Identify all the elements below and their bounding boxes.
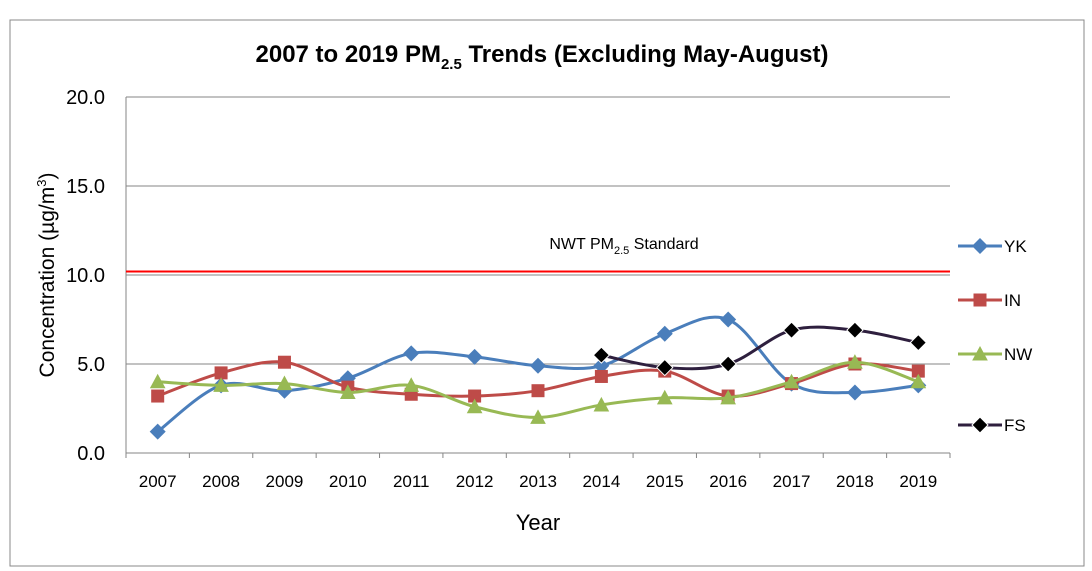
legend-marker bbox=[971, 416, 989, 434]
x-tick-label: 2017 bbox=[773, 472, 811, 491]
marker bbox=[594, 369, 608, 383]
marker bbox=[213, 377, 229, 392]
marker bbox=[846, 384, 863, 401]
legend-label: IN bbox=[1004, 291, 1021, 310]
y-axis-title-part: ) bbox=[36, 173, 59, 180]
marker bbox=[782, 321, 801, 339]
annotation-part: 2.5 bbox=[614, 245, 629, 257]
legend-label: YK bbox=[1004, 237, 1027, 256]
y-tick-label: 0.0 bbox=[77, 443, 105, 465]
x-tick-label: 2012 bbox=[456, 472, 494, 491]
x-tick-label: 2016 bbox=[709, 472, 747, 491]
x-tick-label: 2015 bbox=[646, 472, 684, 491]
legend-label: NW bbox=[1004, 345, 1032, 364]
marker bbox=[656, 325, 673, 342]
y-tick-label: 15.0 bbox=[66, 176, 105, 198]
annotation-part: NWT PM bbox=[549, 236, 614, 253]
marker bbox=[656, 358, 674, 377]
chart-title: 2007 to 2019 PM2.5 Trends (Excluding May… bbox=[256, 41, 829, 73]
marker bbox=[277, 355, 291, 369]
marker bbox=[531, 384, 545, 398]
legend-marker bbox=[972, 238, 988, 254]
x-tick-label: 2007 bbox=[139, 472, 177, 491]
marker bbox=[403, 345, 420, 362]
chart-frame bbox=[9, 19, 1085, 567]
x-tick-label: 2019 bbox=[899, 472, 937, 491]
annotation-part: Standard bbox=[629, 236, 698, 253]
marker bbox=[847, 354, 863, 369]
marker bbox=[214, 366, 228, 380]
marker bbox=[466, 348, 483, 365]
x-tick-label: 2011 bbox=[393, 472, 430, 491]
marker bbox=[656, 389, 673, 405]
marker bbox=[151, 389, 165, 403]
x-tick-label: 2009 bbox=[266, 472, 304, 491]
chart-title-part: Trends (Excluding May-August) bbox=[462, 41, 829, 68]
marker bbox=[593, 357, 610, 374]
x-tick-label: 2010 bbox=[329, 472, 367, 491]
marker bbox=[276, 375, 293, 391]
marker bbox=[149, 423, 166, 440]
y-tick-label: 5.0 bbox=[77, 354, 105, 376]
chart-title-part: 2007 to 2019 PM bbox=[256, 41, 441, 68]
marker bbox=[403, 377, 420, 392]
x-tick-label: 2018 bbox=[836, 472, 874, 491]
marker bbox=[909, 333, 928, 352]
marker bbox=[340, 384, 356, 399]
marker bbox=[720, 311, 737, 328]
marker bbox=[783, 373, 800, 389]
x-tick-label: 2013 bbox=[519, 472, 557, 491]
y-tick-label: 10.0 bbox=[66, 265, 105, 287]
legend-marker bbox=[973, 293, 987, 307]
marker bbox=[530, 357, 546, 374]
marker bbox=[720, 389, 736, 405]
marker bbox=[593, 396, 610, 412]
marker bbox=[910, 373, 927, 389]
y-axis-title-part: Concentration (µg/m bbox=[36, 187, 59, 378]
y-tick-label: 20.0 bbox=[66, 87, 105, 109]
marker bbox=[466, 398, 483, 414]
marker bbox=[149, 373, 166, 389]
marker bbox=[846, 321, 864, 339]
marker bbox=[530, 409, 546, 424]
legend-marker bbox=[972, 345, 988, 361]
x-tick-label: 2008 bbox=[202, 472, 240, 491]
marker bbox=[592, 346, 611, 364]
y-axis-title-part: 3 bbox=[34, 180, 49, 187]
legend-label: FS bbox=[1004, 416, 1026, 435]
y-axis-title: Concentration (µg/m3) bbox=[34, 173, 59, 378]
x-tick-label: 2014 bbox=[582, 472, 620, 491]
x-axis-title: Year bbox=[516, 510, 560, 535]
annotation: NWT PM2.5 Standard bbox=[549, 236, 698, 257]
marker bbox=[719, 355, 737, 373]
chart-title-part: 2.5 bbox=[441, 56, 462, 73]
